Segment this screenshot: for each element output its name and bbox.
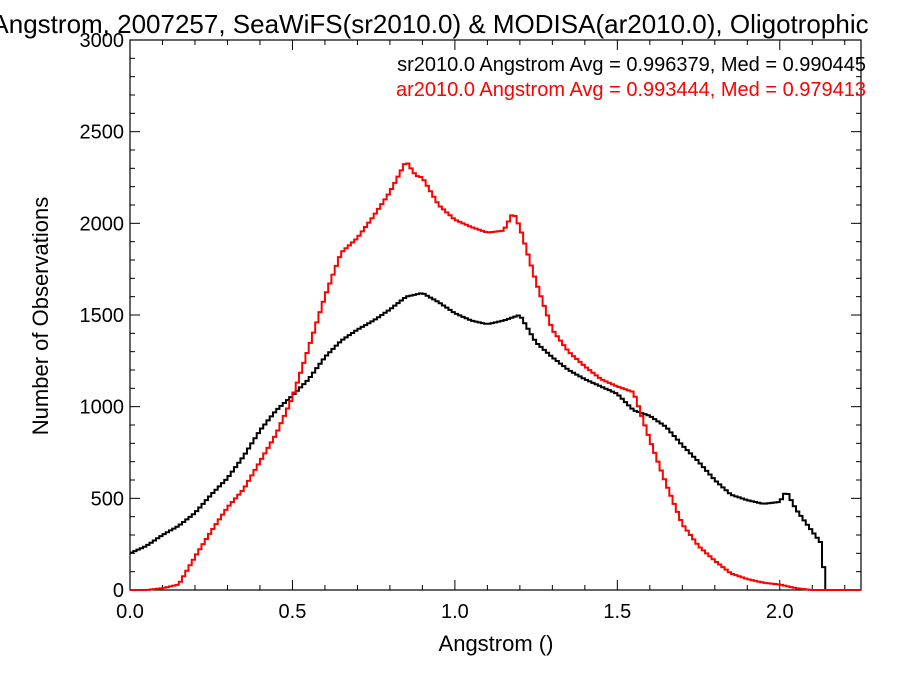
x-tick-label: 2.0 bbox=[766, 601, 794, 623]
x-tick-label: 1.0 bbox=[441, 601, 469, 623]
x-tick-label: 0.5 bbox=[279, 601, 307, 623]
y-tick-label: 500 bbox=[91, 488, 124, 510]
plot-border bbox=[129, 39, 862, 591]
x-axis: 0.0 0.5 1.0 1.5 2.0 bbox=[116, 40, 846, 623]
y-tick-label: 2000 bbox=[80, 213, 125, 235]
legend-entry-ar2010: ar2010.0 Angstrom Avg = 0.993444, Med = … bbox=[396, 79, 866, 101]
chart-title: Angstrom, 2007257, SeaWiFS(sr2010.0) & M… bbox=[0, 9, 869, 39]
series-layer bbox=[130, 162, 861, 591]
series-line-ar2010-0 bbox=[130, 162, 861, 591]
plot-frame bbox=[129, 39, 862, 591]
y-tick-label: 3000 bbox=[80, 30, 125, 52]
y-axis: 0 500 1000 1500 2000 2500 3000 bbox=[80, 30, 861, 602]
x-axis-label: Angstrom () bbox=[439, 631, 554, 656]
y-tick-label: 1500 bbox=[80, 305, 125, 327]
y-axis-label: Number of Observations bbox=[28, 197, 53, 435]
y-tick-label: 2500 bbox=[80, 122, 125, 144]
series-line-sr2010-0 bbox=[130, 292, 861, 591]
x-tick-label: 0.0 bbox=[116, 601, 144, 623]
y-tick-label: 0 bbox=[113, 580, 124, 602]
y-tick-label: 1000 bbox=[80, 397, 125, 419]
x-tick-label: 1.5 bbox=[603, 601, 631, 623]
legend-entry-sr2010: sr2010.0 Angstrom Avg = 0.996379, Med = … bbox=[397, 54, 866, 76]
